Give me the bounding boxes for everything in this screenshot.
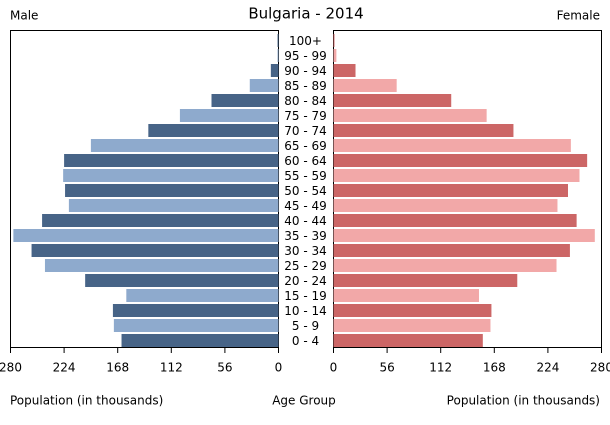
x-tick-label: 280 — [0, 361, 22, 375]
x-tick-label: 168 — [106, 361, 129, 375]
bar — [333, 229, 595, 242]
x-tick-label: 112 — [160, 361, 183, 375]
category-axis-label: Age Group — [272, 394, 336, 408]
bar — [333, 79, 397, 92]
category-label: 50 - 54 — [284, 184, 327, 198]
bar — [13, 229, 279, 242]
category-label: 40 - 44 — [284, 214, 327, 228]
category-label: 30 - 34 — [284, 244, 327, 258]
category-label: 10 - 14 — [284, 304, 327, 318]
category-label: 65 - 69 — [284, 139, 327, 153]
x-tick-label: 56 — [217, 361, 232, 375]
chart-title: Bulgaria - 2014 — [248, 5, 363, 23]
category-label: 85 - 89 — [284, 79, 327, 93]
x-tick-label: 168 — [483, 361, 506, 375]
bar — [333, 109, 487, 122]
bar — [333, 64, 356, 77]
category-label: 70 - 74 — [284, 124, 327, 138]
bar — [148, 124, 279, 137]
bar — [333, 94, 452, 107]
bar — [85, 274, 279, 287]
category-label: 55 - 59 — [284, 169, 327, 183]
x-tick-label: 280 — [590, 361, 610, 375]
female-label: Female — [557, 9, 600, 23]
bar — [333, 259, 557, 272]
x-tick-label: 56 — [379, 361, 394, 375]
bar — [333, 34, 335, 47]
bar — [333, 289, 479, 302]
category-label: 95 - 99 — [284, 49, 327, 63]
bar — [333, 319, 491, 332]
x-axis-label: Population (in thousands) — [447, 394, 600, 408]
bar — [270, 64, 279, 77]
bar — [333, 124, 514, 137]
x-tick-label: 0 — [275, 361, 283, 375]
bar — [333, 139, 571, 152]
bar — [121, 334, 279, 347]
bar — [249, 79, 279, 92]
bar — [113, 319, 279, 332]
bar — [333, 274, 518, 287]
category-label: 80 - 84 — [284, 94, 327, 108]
bar — [333, 304, 492, 317]
bar — [211, 94, 279, 107]
category-label: 100+ — [289, 34, 322, 48]
category-label: 15 - 19 — [284, 289, 327, 303]
bar — [333, 184, 568, 197]
category-label: 45 - 49 — [284, 199, 327, 213]
bar — [277, 34, 279, 47]
category-label: 0 - 4 — [292, 334, 319, 348]
category-label: 35 - 39 — [284, 229, 327, 243]
bar — [277, 49, 279, 62]
bar — [64, 154, 279, 167]
bar — [65, 184, 279, 197]
x-tick-label: 224 — [536, 361, 559, 375]
bar — [333, 154, 588, 167]
x-tick-label: 224 — [53, 361, 76, 375]
male-label: Male — [10, 9, 38, 23]
bar — [126, 289, 279, 302]
bar — [333, 244, 570, 257]
x-tick-label: 0 — [330, 361, 338, 375]
bar — [112, 304, 279, 317]
bar — [333, 49, 337, 62]
bar — [31, 244, 279, 257]
category-label: 60 - 64 — [284, 154, 327, 168]
category-label: 75 - 79 — [284, 109, 327, 123]
category-label: 25 - 29 — [284, 259, 327, 273]
bar — [333, 334, 483, 347]
x-tick-label: 112 — [429, 361, 452, 375]
category-label: 20 - 24 — [284, 274, 327, 288]
bar — [44, 259, 279, 272]
bar — [333, 199, 558, 212]
bar — [333, 169, 580, 182]
category-label: 5 - 9 — [292, 319, 319, 333]
bar — [42, 214, 279, 227]
bar — [63, 169, 279, 182]
bar — [90, 139, 279, 152]
x-axis-label: Population (in thousands) — [10, 394, 163, 408]
bar — [333, 214, 577, 227]
bar — [68, 199, 279, 212]
category-label: 90 - 94 — [284, 64, 327, 78]
bar — [179, 109, 279, 122]
